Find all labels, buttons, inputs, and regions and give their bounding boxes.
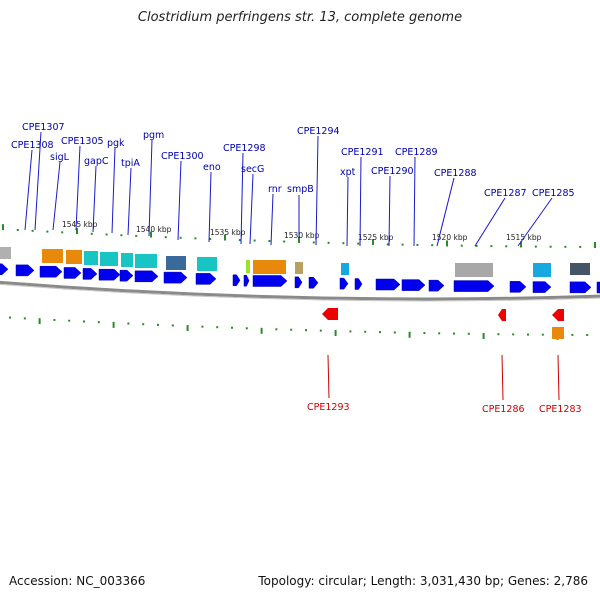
gene-label: pgm	[143, 130, 164, 141]
forward-gene-arrow	[569, 281, 592, 294]
gene-label: CPE1307	[22, 122, 65, 133]
gene-label: CPE1285	[532, 188, 575, 199]
reverse-feature-track	[552, 327, 564, 339]
gene-label: CPE1305	[61, 136, 104, 147]
forward-strand-genes	[0, 263, 600, 294]
forward-gene-arrow	[428, 279, 445, 292]
gene-label: CPE1286	[482, 404, 525, 415]
reverse-gene-arrow	[498, 309, 506, 321]
accession-text: Accession: NC_003366	[9, 574, 146, 588]
forward-gene-arrow	[308, 277, 319, 289]
gene-label: CPE1298	[223, 143, 266, 154]
gene-label: sigL	[50, 152, 70, 163]
tick-label: 1530 kbp	[284, 231, 320, 240]
gene-label: CPE1294	[297, 126, 340, 137]
forward-gene-arrow	[401, 279, 426, 291]
genome-backbone	[0, 280, 600, 301]
gene-label: tpiA	[121, 158, 140, 169]
forward-gene-arrow	[119, 269, 134, 282]
map-title: Clostridium perfringens str. 13, complet…	[137, 10, 463, 25]
genome-summary-text: Topology: circular; Length: 3,031,430 bp…	[258, 574, 588, 588]
reverse-strand-genes	[322, 308, 564, 321]
kbp-scale: 1545 kbp 1540 kbp 1535 kbp 1530 kbp 1525…	[62, 220, 542, 242]
forward-gene-arrow	[453, 280, 495, 292]
forward-gene-arrow	[252, 275, 288, 287]
forward-gene-arrow	[294, 276, 303, 289]
reverse-gene-arrow	[552, 309, 564, 321]
gene-label: pgk	[107, 138, 125, 149]
forward-gene-arrow	[82, 268, 98, 280]
forward-gene-arrow	[15, 264, 35, 277]
gene-label: CPE1289	[395, 147, 438, 158]
forward-gene-arrow	[532, 281, 552, 293]
tick-label: 1520 kbp	[432, 233, 468, 242]
gene-label: CPE1300	[161, 151, 204, 162]
gene-label: CPE1288	[434, 168, 477, 179]
gene-label: rnr	[268, 184, 282, 195]
gene-label: CPE1308	[11, 140, 54, 151]
forward-gene-arrow	[163, 271, 188, 284]
gene-label: CPE1287	[484, 188, 527, 199]
forward-gene-arrow	[339, 277, 349, 290]
reverse-gene-arrow	[322, 308, 338, 320]
gene-label: gapC	[84, 156, 109, 167]
gene-label: CPE1293	[307, 402, 350, 413]
gene-label: xpt	[340, 167, 356, 178]
gene-label: CPE1290	[371, 166, 414, 177]
forward-gene-arrow	[232, 274, 241, 287]
tick-label: 1545 kbp	[62, 220, 98, 229]
forward-gene-arrow	[509, 281, 527, 293]
forward-gene-arrow	[195, 273, 217, 285]
forward-gene-arrow	[98, 268, 121, 281]
gene-label: smpB	[287, 184, 314, 195]
tick-label: 1535 kbp	[210, 228, 246, 237]
forward-gene-arrow	[0, 263, 9, 276]
forward-gene-arrow	[375, 278, 401, 291]
tick-label: 1525 kbp	[358, 233, 394, 242]
reverse-gene-labels: CPE1293 CPE1286 CPE1283	[307, 402, 582, 415]
forward-gene-arrow	[354, 278, 363, 290]
tick-label: 1540 kbp	[136, 225, 172, 234]
reverse-leader-lines	[327, 354, 560, 401]
forward-gene-arrow	[134, 270, 159, 283]
forward-gene-labels: CPE1307 CPE1308 sigL CPE1305 gapC pgk tp…	[11, 122, 575, 199]
forward-gene-arrow	[63, 267, 82, 279]
gene-label: CPE1291	[341, 147, 384, 158]
forward-gene-arrow	[39, 265, 63, 278]
feature-track	[0, 247, 590, 277]
inner-tick-ring	[9, 316, 589, 340]
forward-leader-lines	[24, 131, 553, 247]
forward-gene-arrow	[243, 274, 250, 287]
gene-label: eno	[203, 162, 221, 173]
gene-label: CPE1283	[539, 404, 582, 415]
gene-label: secG	[241, 164, 264, 175]
